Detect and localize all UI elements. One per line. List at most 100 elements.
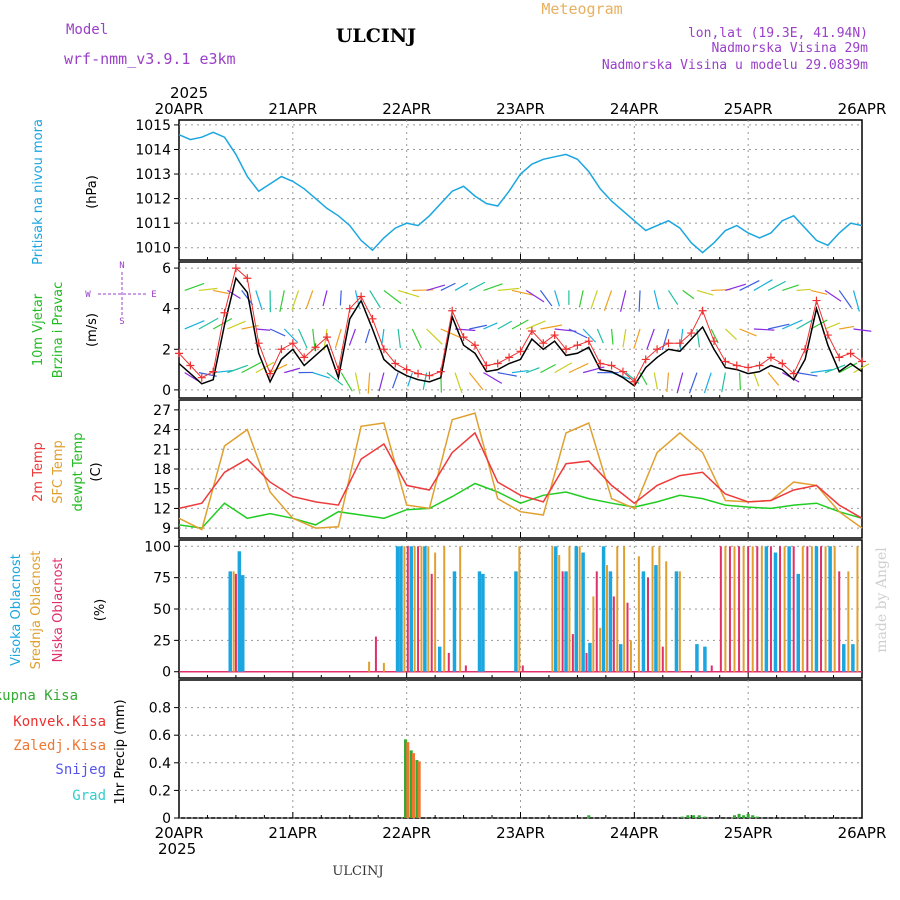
y-tick-label: 0 [162, 811, 171, 827]
wind-direction-arrow [688, 372, 698, 394]
precip-unit: 1hr Precip (mm) [113, 699, 128, 804]
wind-direction-arrow [305, 290, 314, 309]
wind-direction-arrow [269, 363, 288, 374]
cloud-bar-low [747, 546, 750, 672]
wind-direction-arrow [554, 362, 573, 374]
wind-direction-arrow [312, 372, 330, 379]
wind-direction-arrow [679, 328, 684, 350]
wind-direction-arrow [590, 290, 598, 310]
wind-direction-arrow [378, 372, 385, 392]
precip-bar-total [686, 815, 690, 818]
x-tick-label-bottom: 26APR [838, 824, 887, 842]
cloud-bar-low [612, 596, 615, 672]
product-title: Meteogram [541, 0, 622, 18]
dewpt-title: dewpt Temp [71, 432, 86, 511]
legend-freezing-rain: Zaledj.Kisa [13, 738, 106, 754]
cloud-bar-low [806, 546, 809, 672]
wind-direction-arrow [397, 328, 402, 348]
y-tick-label: 1010 [135, 241, 171, 257]
wind-direction-arrow [578, 290, 584, 308]
wind-direction-arrow [682, 289, 695, 300]
panel-temperature: 9 12 15 18 21 24 27 [153, 399, 863, 539]
wind-direction-arrow [497, 287, 520, 292]
wind-direction-arrow [767, 323, 790, 330]
wind-direction-arrow [653, 290, 660, 310]
wind-direction-arrow [241, 361, 262, 374]
cloud-mid-title: Srednja Oblacnost [29, 551, 44, 670]
cloud-bar-mid [678, 571, 681, 672]
pressure-ylabel: Pritisak na nivou mora (hPa) [31, 119, 100, 265]
cloud-bar-high [608, 571, 613, 672]
cloud-bar-mid [724, 546, 727, 672]
y-tick-label: 24 [153, 423, 171, 439]
wind-direction-arrow [468, 372, 484, 391]
wind-direction-arrow [622, 328, 627, 348]
wind-direction-arrow [511, 369, 529, 374]
wind-direction-arrow [454, 372, 463, 394]
wind-direction-arrow [739, 328, 757, 337]
cloud-bar-high [581, 552, 585, 672]
cloud-bar-mid [801, 546, 804, 672]
wind-direction-arrow [739, 372, 741, 391]
wind-direction-arrow [838, 290, 852, 309]
wind-direction-arrow [653, 372, 659, 390]
precip-bar-frozen [406, 742, 410, 818]
y-tick-label: 75 [153, 571, 171, 587]
wind-direction-arrow [603, 290, 613, 311]
panel-pressure: 1010 1011 1012 1013 1014 1015 [135, 118, 863, 261]
legend-convective-rain: Konvek.Kisa [13, 714, 106, 730]
cloud-bar-high [618, 644, 623, 672]
compass-s: S [119, 317, 124, 327]
precip-bar-total [755, 816, 759, 818]
wind-direction-arrow [610, 328, 614, 345]
cloud-bar-low [561, 571, 564, 672]
pressure-unit: (hPa) [85, 175, 100, 209]
x-tick-label-top: 24APR [610, 100, 659, 118]
precip-legend: Ukupna Kisa Konvek.Kisa Zaledj.Kisa Snij… [0, 688, 128, 805]
y-tick-label: 1014 [135, 142, 171, 158]
cloud-bar-high [481, 573, 485, 672]
wind-direction-arrow [411, 328, 422, 349]
precip-bar-total [404, 739, 408, 818]
cloud-bar-mid [637, 556, 640, 672]
wind-direction-arrow [454, 282, 469, 291]
cloud-bar-mid [651, 546, 654, 672]
wind-direction-arrow [339, 290, 342, 306]
clouds-ylabel: Visoka Oblacnost Srednja Oblacnost Niska… [9, 551, 108, 670]
y-tick-label: 25 [153, 633, 171, 649]
cloud-bar-mid [403, 546, 406, 672]
wind-direction-arrow [782, 284, 799, 291]
compass-n: N [119, 261, 124, 271]
wind-direction-arrow [676, 372, 684, 394]
cloud-bar-high [423, 546, 427, 672]
y-tick-label: 0.4 [149, 756, 171, 772]
wind-direction-arrow [810, 289, 828, 295]
precip-bar-total [742, 815, 746, 818]
wind-direction-arrow [753, 372, 760, 387]
wind-direction-arrow [354, 372, 361, 395]
cloud-bar-high [240, 575, 245, 672]
wind-direction-arrow [810, 369, 833, 374]
cloud-bar-low [719, 546, 722, 672]
year-label-top: 2025 [170, 84, 208, 102]
compass-e: E [151, 290, 156, 300]
year-label-bottom: 2025 [158, 840, 196, 858]
x-tick-label-bottom: 25APR [724, 824, 773, 842]
precip-bar-total [680, 816, 684, 818]
footer-station: ULCINJ [332, 864, 383, 879]
wind-direction-arrow [326, 372, 344, 386]
wind-direction-arrow [753, 328, 775, 331]
y-tick-label: 1015 [135, 118, 171, 134]
cloud-bar-high [237, 551, 242, 672]
wind-direction-arrow [426, 328, 443, 345]
precip-bar-total [587, 815, 591, 818]
wind-direction-arrow [397, 289, 420, 298]
temperature-ylabel: 2m Temp SFC Temp dewpt Temp (C) [31, 432, 104, 511]
cloud-bar-mid [856, 546, 859, 672]
wind-direction-arrow [198, 287, 218, 292]
x-tick-label-top: 22APR [382, 100, 431, 118]
wind-direction-arrow [322, 290, 328, 307]
wind-direction-arrow [661, 328, 670, 351]
cloud-bar-low [838, 571, 841, 672]
wind-unit: (m/s) [85, 313, 100, 347]
